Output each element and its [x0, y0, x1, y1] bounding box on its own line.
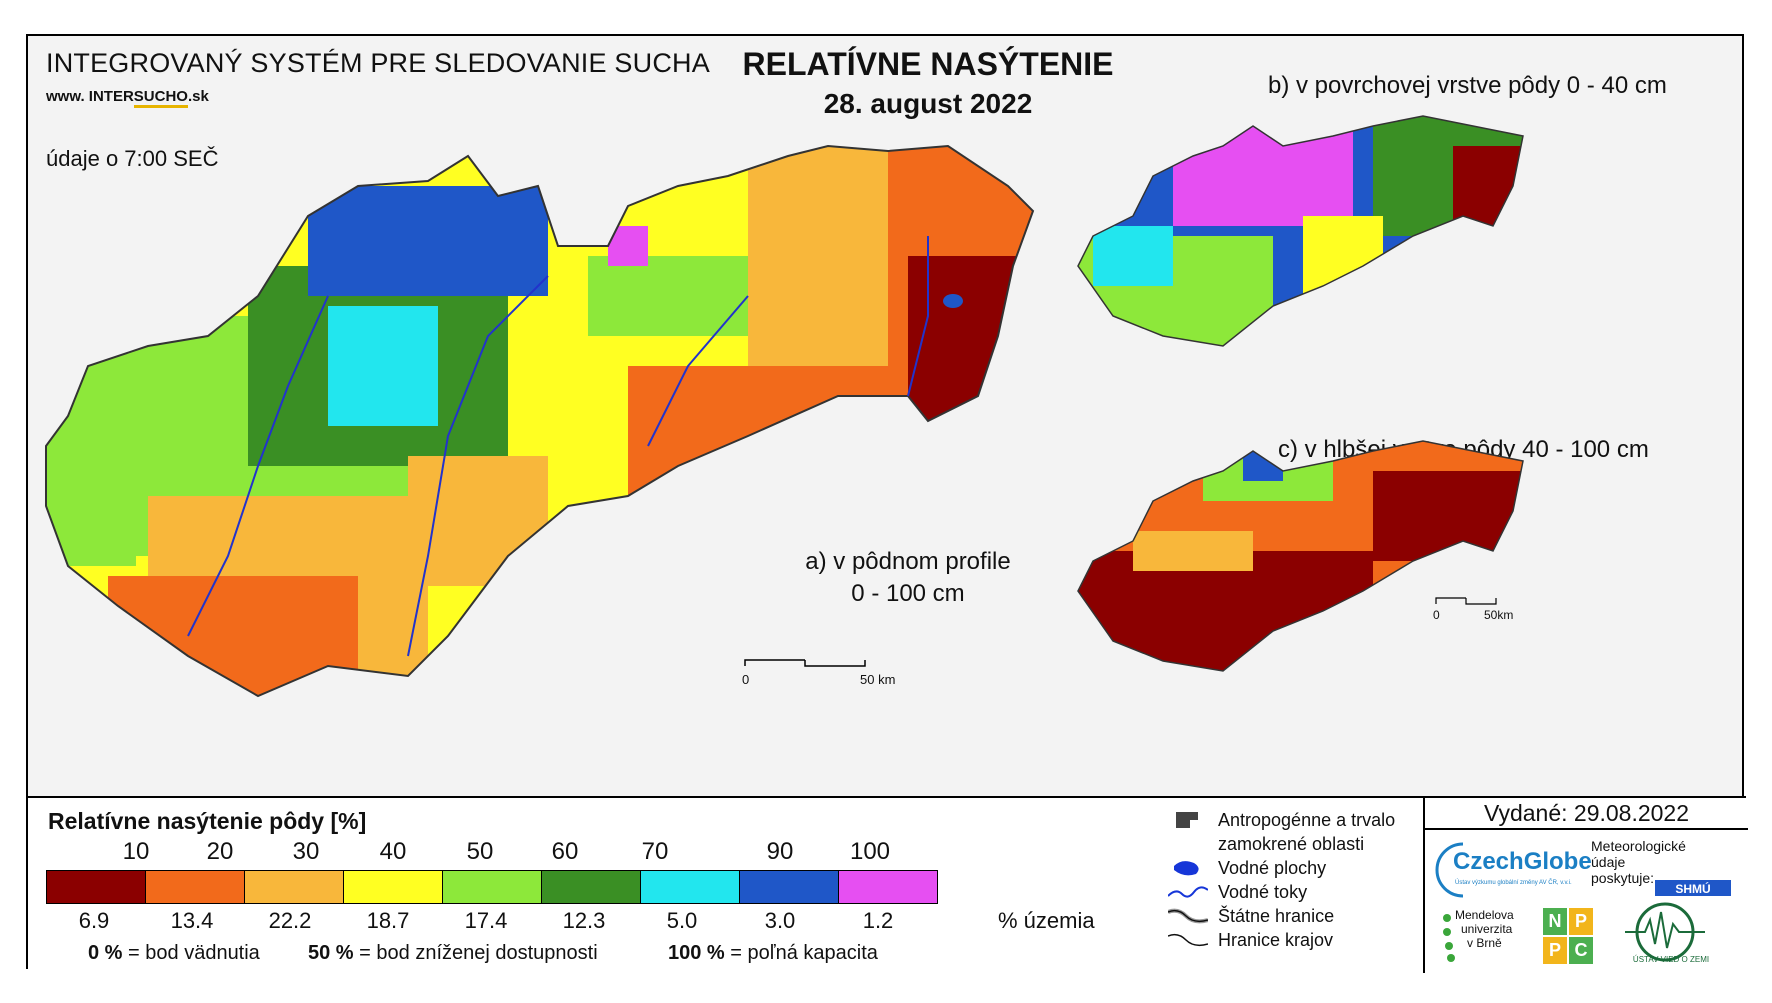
- legend-item-region-border: Hranice krajov: [1168, 928, 1395, 952]
- map-b-label: b) v povrchovej vrstve pôdy 0 - 40 cm: [1268, 72, 1667, 99]
- legend-percent: 13.4: [170, 908, 214, 933]
- mendel-university-logo: Mendelova univerzita v Brně: [1455, 908, 1514, 950]
- legend-swatch: [443, 871, 542, 903]
- meteo-provider-text: Meteorologické údaje poskytuje:: [1591, 838, 1686, 886]
- threshold-label: 20: [206, 838, 234, 865]
- state-border-icon: [1168, 908, 1208, 924]
- def-wilting-point: 0 % = bod vädnutia: [88, 942, 260, 964]
- threshold-label: 90: [766, 838, 794, 865]
- threshold-label: 10: [122, 838, 150, 865]
- legend-swatch: [839, 871, 937, 903]
- website-prefix: www. INTER: [46, 88, 134, 105]
- data-time-note: údaje o 7:00 SEČ: [46, 146, 219, 171]
- percent-unit: % územia: [998, 908, 1095, 933]
- legend-item-anthropogenic: Antropogénne a trvalo: [1168, 808, 1395, 832]
- deep-layer-map: [1077, 440, 1524, 672]
- credits-box: Vydané: 29.08.2022 CzechGlobe Ústav výzk…: [1423, 798, 1748, 973]
- svg-text:SHMÚ: SHMÚ: [1675, 881, 1710, 896]
- legend-swatch: [146, 871, 245, 903]
- czechglobe-subtitle: Ústav výzkumu globální změny AV ČR, v.v.…: [1455, 880, 1572, 886]
- legend-percent: 1.2: [862, 908, 894, 933]
- czechglobe-name: CzechGlobe: [1453, 848, 1592, 875]
- mendel-dots-icon: [1443, 914, 1455, 962]
- threshold-label: 40: [379, 838, 407, 865]
- legend-percent: 5.0: [666, 908, 698, 933]
- legend-percent: 22.2: [268, 908, 312, 933]
- map-symbols-legend: Antropogénne a trvalo zamokrené oblasti …: [1168, 808, 1395, 952]
- legend-swatch: [740, 871, 839, 903]
- legend-percent: 6.9: [78, 908, 110, 933]
- system-title: INTEGROVANÝ SYSTÉM PRE SLEDOVANIE SUCHA: [46, 48, 710, 78]
- earth-science-institute-logo-icon: ÚSTAV VIED O ZEMI: [1625, 902, 1709, 964]
- threshold-label: 100: [849, 838, 891, 865]
- legend-item-anthropogenic-line2: zamokrené oblasti: [1218, 834, 1365, 854]
- legend-item-water-bodies: Vodné plochy: [1168, 856, 1395, 880]
- def-field-capacity: 100 % = poľná kapacita: [668, 942, 878, 964]
- small-scale-end: 50km: [1484, 608, 1514, 622]
- map-a-label: a) v pôdnom profile 0 - 100 cm: [778, 546, 1038, 610]
- shmu-logo-icon: SHMÚ: [1655, 880, 1731, 896]
- legend-swatch: [47, 871, 146, 903]
- main-scale-zero: 0: [742, 672, 750, 687]
- legend-panel: Relatívne nasýtenie pôdy [%] 10 20 30 40…: [28, 796, 1748, 973]
- legend-swatch: [641, 871, 740, 903]
- map-date: 28. august 2022: [823, 88, 1033, 119]
- legend-color-bar: [46, 870, 938, 904]
- map-a-label-line1: a) v pôdnom profile: [805, 548, 1011, 575]
- threshold-label: 60: [551, 838, 579, 865]
- legend-item-rivers: Vodné toky: [1168, 880, 1395, 904]
- legend-swatch: [542, 871, 641, 903]
- legend-percent: 17.4: [464, 908, 508, 933]
- legend-swatch: [245, 871, 344, 903]
- website-link[interactable]: www. INTERSUCHO.sk: [46, 88, 209, 108]
- map-frame: INTEGROVANÝ SYSTÉM PRE SLEDOVANIE SUCHA …: [26, 34, 1748, 973]
- website-highlight: SUCHO: [133, 88, 188, 108]
- legend-item-state-border: Štátne hranice: [1168, 904, 1395, 928]
- issued-date: Vydané: 29.08.2022: [1425, 798, 1748, 830]
- legend-swatch: [344, 871, 443, 903]
- map-a-label-line2: 0 - 100 cm: [851, 580, 965, 607]
- threshold-label: 50: [466, 838, 494, 865]
- threshold-label: 70: [641, 838, 669, 865]
- legend-title: Relatívne nasýtenie pôdy [%]: [48, 808, 367, 834]
- region-border-icon: [1168, 933, 1208, 947]
- water-body: [943, 294, 963, 308]
- water-body-icon: [1174, 861, 1199, 876]
- surface-layer-map: [1077, 115, 1524, 347]
- threshold-label: 30: [292, 838, 320, 865]
- river-icon: [1168, 886, 1208, 898]
- main-soil-saturation-map: [45, 144, 1035, 698]
- small-scale-bar: [1435, 597, 1497, 605]
- nppc-logo: N P P C: [1543, 908, 1593, 964]
- anthropogenic-area-icon: [1176, 812, 1198, 828]
- legend-percent: 18.7: [366, 908, 410, 933]
- state-border: [45, 144, 1035, 698]
- legend-percent: 3.0: [764, 908, 796, 933]
- rivers: [187, 236, 929, 657]
- svg-text:ÚSTAV VIED O ZEMI: ÚSTAV VIED O ZEMI: [1633, 955, 1709, 964]
- website-suffix: .sk: [187, 88, 209, 105]
- page-title: RELATÍVNE NASÝTENIE: [742, 46, 1114, 82]
- legend-percent: 12.3: [562, 908, 606, 933]
- main-scale-bar: [744, 659, 866, 667]
- def-reduced-availability: 50 % = bod zníženej dostupnosti: [308, 942, 598, 964]
- main-scale-end: 50 km: [860, 672, 896, 687]
- small-scale-zero: 0: [1433, 608, 1440, 622]
- czechglobe-logo-icon: [1435, 842, 1464, 898]
